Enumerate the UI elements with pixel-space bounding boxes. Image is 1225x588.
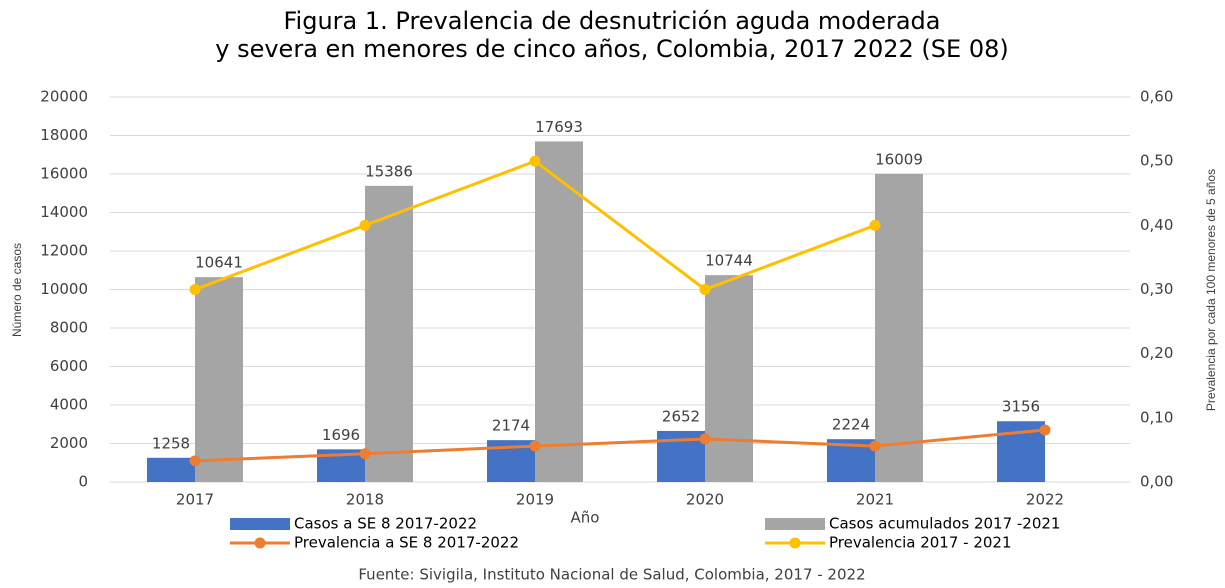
y-tick-label: 6000: [50, 357, 88, 375]
bar: [875, 173, 923, 482]
y2-tick-label: 0,60: [1140, 88, 1173, 106]
data-label: 3156: [1002, 398, 1040, 416]
x-tick-label: 2017: [176, 491, 214, 509]
point: [699, 284, 711, 295]
data-label: 10641: [195, 254, 243, 272]
y-tick-label: 20000: [40, 88, 88, 106]
chart-title: Figura 1. Prevalencia de desnutrición ag…: [284, 7, 941, 35]
y-tick-label: 8000: [50, 319, 88, 337]
data-label: 17693: [535, 118, 583, 136]
data-label: 16009: [875, 150, 923, 168]
y2-tick-label: 0,10: [1140, 408, 1173, 426]
data-label: 2174: [492, 417, 530, 435]
point: [189, 284, 201, 295]
legend-swatch: [789, 537, 801, 549]
legend-label: Prevalencia a SE 8 2017-2022: [294, 534, 519, 552]
data-label: 2652: [662, 407, 700, 425]
line: [194, 428, 1046, 463]
y-tick-label: 14000: [40, 203, 88, 221]
bar: [365, 185, 413, 482]
point: [359, 448, 371, 460]
y-tick-label: 4000: [50, 396, 88, 414]
x-tick-label: 2019: [516, 491, 554, 509]
y2-tick-label: 0,30: [1140, 280, 1173, 298]
point: [529, 440, 541, 452]
bar: [147, 457, 195, 482]
y-tick-label: 10000: [40, 280, 88, 298]
y2-tick-label: 0,50: [1140, 152, 1173, 170]
y2-tick-label: 0,20: [1140, 344, 1173, 362]
y2-tick-label: 0,00: [1140, 473, 1173, 491]
x-tick-label: 2020: [686, 491, 724, 509]
data-label: 2224: [832, 416, 870, 434]
bar: [535, 141, 583, 483]
x-tick-label: 2022: [1026, 491, 1064, 509]
x-tick-label: 2021: [856, 491, 894, 509]
legend-label: Casos a SE 8 2017-2022: [294, 515, 477, 533]
y-tick-label: 16000: [40, 165, 88, 183]
point: [359, 219, 371, 231]
y-tick-label: 18000: [40, 126, 88, 144]
legend-swatch: [230, 518, 290, 530]
legend-label: Casos acumulados 2017 -2021: [829, 515, 1060, 533]
y-tick-label: 0: [78, 473, 88, 491]
legend-swatch: [254, 537, 266, 549]
chart-title: y severa en menores de cinco años, Colom…: [215, 35, 1008, 63]
x-axis-label: Año: [571, 509, 600, 527]
point: [869, 219, 881, 231]
data-label: 1258: [152, 434, 190, 452]
y-axis-label: Número de casos: [10, 243, 24, 337]
y2-axis-label: Prevalencia por cada 100 menores de 5 añ…: [1204, 169, 1218, 411]
legend-swatch: [765, 518, 825, 530]
point: [1039, 424, 1051, 436]
data-label: 1696: [322, 426, 360, 444]
bar: [705, 275, 753, 482]
point: [699, 433, 711, 445]
point: [869, 440, 881, 452]
data-label: 10744: [705, 252, 753, 270]
x-tick-label: 2018: [346, 491, 384, 509]
source: Fuente: Sivigila, Instituto Nacional de …: [358, 566, 865, 584]
bar: [195, 277, 243, 482]
point: [189, 455, 201, 467]
y-tick-label: 12000: [40, 242, 88, 260]
y2-tick-label: 0,40: [1140, 216, 1173, 234]
point: [529, 155, 541, 167]
data-label: 15386: [365, 162, 413, 180]
legend-label: Prevalencia 2017 - 2021: [829, 534, 1012, 552]
y-tick-label: 2000: [50, 434, 88, 452]
